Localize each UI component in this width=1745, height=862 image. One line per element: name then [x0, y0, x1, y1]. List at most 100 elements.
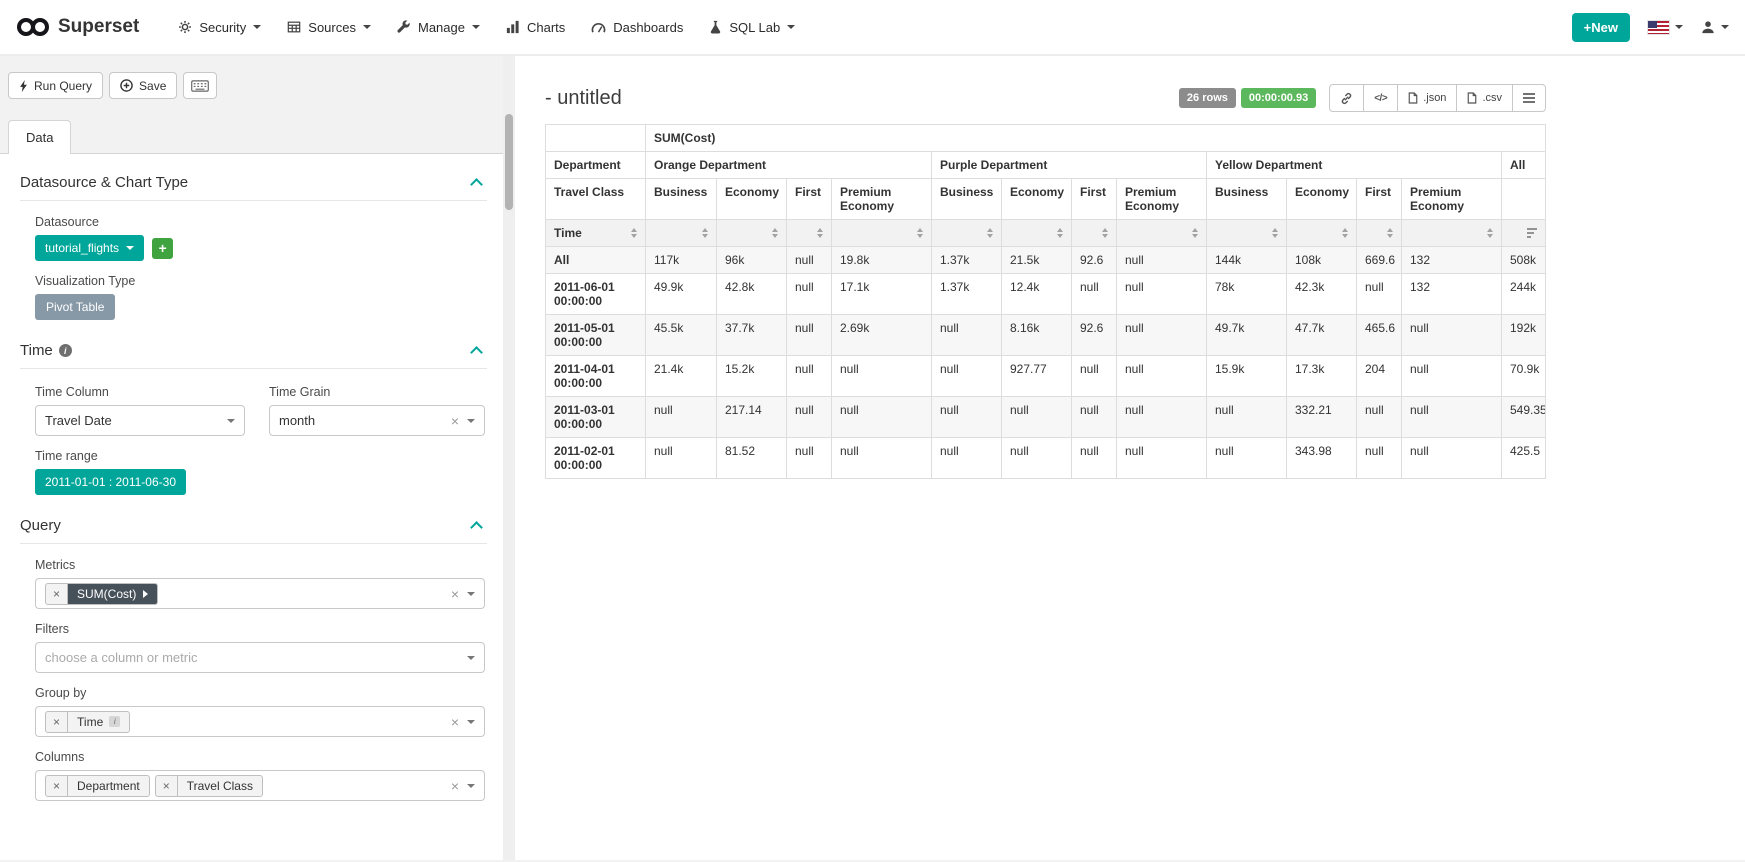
sort-icon[interactable]	[1342, 228, 1348, 238]
embed-code-button[interactable]: </>	[1363, 84, 1398, 112]
clear-icon[interactable]: ×	[451, 413, 459, 429]
sort-icon[interactable]	[1192, 228, 1198, 238]
brand[interactable]: Superset	[16, 16, 139, 38]
table-cell: null	[646, 438, 717, 479]
chip-department[interactable]: ×Department	[45, 775, 150, 797]
nav-item-dashboards[interactable]: Dashboards	[578, 10, 696, 45]
column-sort-header[interactable]	[932, 220, 1002, 247]
chip-sum-cost[interactable]: ×SUM(Cost)	[45, 583, 158, 605]
sort-icon[interactable]	[1272, 228, 1278, 238]
column-sort-header[interactable]	[1117, 220, 1207, 247]
column-sort-header[interactable]	[1502, 220, 1546, 247]
column-sort-header[interactable]	[1207, 220, 1287, 247]
scrollbar-thumb[interactable]	[505, 114, 513, 210]
column-sort-header[interactable]	[1402, 220, 1502, 247]
chevron-up-icon[interactable]	[470, 346, 483, 359]
clear-icon[interactable]: ×	[451, 586, 459, 602]
column-sort-header[interactable]	[1002, 220, 1072, 247]
chevron-up-icon[interactable]	[470, 178, 483, 191]
nav-item-sql-lab[interactable]: SQL Lab	[696, 10, 808, 45]
sort-icon[interactable]	[1387, 228, 1393, 238]
row-count-badge: 26 rows	[1179, 88, 1236, 108]
nav-item-manage[interactable]: Manage	[384, 10, 493, 45]
remove-chip-icon[interactable]: ×	[46, 712, 68, 732]
remove-chip-icon[interactable]: ×	[46, 776, 68, 796]
table-cell: 108k	[1287, 247, 1357, 274]
row-header-time: 2011-04-01 00:00:00	[546, 356, 646, 397]
results-menu-button[interactable]	[1512, 84, 1546, 112]
sort-icon[interactable]	[917, 228, 923, 238]
info-icon: i	[109, 716, 120, 727]
section-header[interactable]: Time i	[20, 342, 487, 369]
table-cell: null	[1117, 315, 1207, 356]
sort-amount-icon[interactable]	[1527, 228, 1537, 238]
filters-select[interactable]: choose a column or metric	[35, 642, 485, 673]
sort-icon[interactable]	[1057, 228, 1063, 238]
share-link-button[interactable]	[1329, 84, 1364, 112]
time-range-button[interactable]: 2011-01-01 : 2011-06-30	[35, 469, 186, 495]
chevron-up-icon[interactable]	[470, 521, 483, 534]
travel-class-header: Economy	[717, 179, 787, 220]
keyboard-shortcuts-button[interactable]	[183, 72, 217, 99]
columns-select[interactable]: ×Department×Travel Class ×	[35, 770, 485, 801]
time-column-select[interactable]: Travel Date	[35, 405, 245, 436]
user-menu[interactable]	[1701, 20, 1729, 34]
datasource-select-button[interactable]: tutorial_flights	[35, 235, 144, 261]
table-cell: null	[1072, 438, 1117, 479]
metrics-chips: ×SUM(Cost)	[45, 583, 158, 605]
sort-icon[interactable]	[1102, 228, 1108, 238]
us-flag-icon	[1648, 21, 1669, 34]
nav-item-charts[interactable]: Charts	[493, 10, 578, 45]
column-sort-header[interactable]	[787, 220, 832, 247]
table-cell: null	[787, 438, 832, 479]
metrics-select[interactable]: ×SUM(Cost) ×	[35, 578, 485, 609]
table-cell: 45.5k	[646, 315, 717, 356]
clear-icon[interactable]: ×	[451, 714, 459, 730]
section-time: Time i Time Column Travel Date	[20, 342, 487, 495]
chart-title[interactable]: - untitled	[545, 87, 622, 110]
chevron-down-icon	[787, 25, 795, 29]
sort-icon[interactable]	[702, 228, 708, 238]
table-cell: 132	[1402, 274, 1502, 315]
chart-header: - untitled 26 rows 00:00:00.93 </>.json.…	[545, 84, 1546, 112]
remove-chip-icon[interactable]: ×	[156, 776, 178, 796]
sort-icon[interactable]	[772, 228, 778, 238]
nav-item-sources[interactable]: Sources	[274, 10, 384, 45]
remove-chip-icon[interactable]: ×	[46, 584, 68, 604]
chip-time[interactable]: ×Timei	[45, 711, 130, 733]
table-cell: 37.7k	[717, 315, 787, 356]
export-json-button[interactable]: .json	[1397, 84, 1457, 112]
visualization-type-value[interactable]: Pivot Table	[35, 294, 115, 320]
group-by-select[interactable]: ×Timei ×	[35, 706, 485, 737]
column-sort-header[interactable]	[717, 220, 787, 247]
time-grain-select[interactable]: month ×	[269, 405, 485, 436]
column-sort-header[interactable]	[832, 220, 932, 247]
chevron-down-icon	[467, 592, 475, 596]
nav-item-security[interactable]: Security	[165, 10, 274, 45]
panel-scrollbar[interactable]	[503, 56, 515, 860]
sort-icon[interactable]	[817, 228, 823, 238]
sort-icon[interactable]	[631, 228, 637, 238]
time-sort-header[interactable]: Time	[546, 220, 646, 247]
save-button[interactable]: Save	[109, 72, 177, 99]
sort-icon[interactable]	[987, 228, 993, 238]
language-selector[interactable]	[1648, 21, 1683, 34]
column-sort-header[interactable]	[646, 220, 717, 247]
flask-icon	[709, 20, 722, 34]
group-by-label: Group by	[35, 686, 485, 700]
tab-data[interactable]: Data	[8, 120, 71, 154]
section-header[interactable]: Datasource & Chart Type	[20, 174, 487, 201]
run-query-button[interactable]: Run Query	[8, 72, 103, 99]
column-sort-header[interactable]	[1072, 220, 1117, 247]
export-csv-button[interactable]: .csv	[1456, 84, 1513, 112]
chevron-down-icon	[472, 25, 480, 29]
column-sort-header[interactable]	[1287, 220, 1357, 247]
table-cell: null	[832, 438, 932, 479]
new-button[interactable]: +New	[1572, 13, 1630, 42]
add-datasource-button[interactable]: +	[152, 238, 173, 259]
clear-icon[interactable]: ×	[451, 778, 459, 794]
section-header[interactable]: Query	[20, 517, 487, 544]
sort-icon[interactable]	[1487, 228, 1493, 238]
column-sort-header[interactable]	[1357, 220, 1402, 247]
chip-travel-class[interactable]: ×Travel Class	[155, 775, 263, 797]
